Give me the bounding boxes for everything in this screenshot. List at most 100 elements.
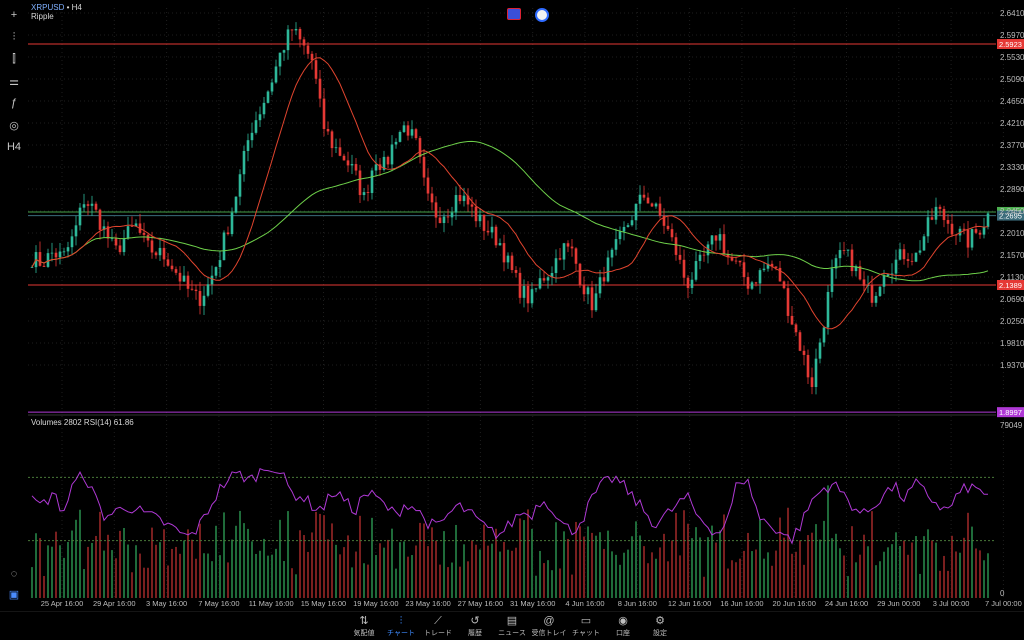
candle-body xyxy=(370,170,374,193)
candle-body xyxy=(886,274,890,276)
volume-bar xyxy=(135,545,137,598)
trade-panel-icon[interactable]: ▣ xyxy=(8,588,20,601)
volume-bar xyxy=(67,541,69,598)
price-tick: 2.5970 xyxy=(1000,31,1024,40)
candle-body xyxy=(562,243,566,260)
candle-body xyxy=(574,248,578,264)
price-level-badge xyxy=(997,38,1024,49)
volume-bar xyxy=(959,552,961,598)
volume-bar xyxy=(631,536,633,598)
timeframe-label[interactable]: H4 xyxy=(6,141,22,153)
candle-body xyxy=(186,275,190,289)
nav-account[interactable]: ◉ 口座 xyxy=(603,614,643,638)
symbol-header[interactable]: XRPUSD • H4 xyxy=(31,3,82,12)
candle-body xyxy=(306,45,310,54)
nav-label: チャート xyxy=(387,630,415,637)
volume-bar xyxy=(915,536,917,598)
volume-bar xyxy=(71,530,73,598)
candle-body xyxy=(366,192,370,193)
function-icon[interactable]: ƒ xyxy=(10,97,18,109)
volume-bar xyxy=(971,526,973,598)
volume-bar xyxy=(851,526,853,598)
volume-bar xyxy=(311,532,313,598)
volume-bar xyxy=(203,553,205,598)
time-tick: 7 May 16:00 xyxy=(198,599,239,608)
candle-body xyxy=(682,259,686,278)
nav-settings[interactable]: ⚙ 設定 xyxy=(640,614,680,638)
volume-bar xyxy=(55,531,57,598)
candle-body xyxy=(538,278,542,289)
candle-body xyxy=(154,252,158,256)
candle-body xyxy=(74,225,78,237)
volume-bar xyxy=(783,537,785,598)
candle-body xyxy=(222,232,226,261)
candle-body xyxy=(614,239,618,250)
candle-body xyxy=(654,203,658,207)
candle-body xyxy=(546,277,550,281)
candle-body xyxy=(394,141,398,145)
candle-body xyxy=(774,266,778,268)
volume-bar xyxy=(567,538,569,598)
candle-body xyxy=(518,272,522,298)
candle-body xyxy=(298,28,302,40)
time-tick: 23 May 16:00 xyxy=(405,599,450,608)
volume-bar xyxy=(911,542,913,598)
volume-bar xyxy=(587,526,589,598)
volume-bar xyxy=(295,574,297,598)
candle-body xyxy=(798,332,802,351)
one-click-trading-icon[interactable] xyxy=(507,8,521,20)
time-tick: 4 Jun 16:00 xyxy=(565,599,604,608)
candle-body xyxy=(486,230,490,233)
volume-bar xyxy=(887,547,889,598)
nav-history[interactable]: ↺ 履歴 xyxy=(455,614,495,638)
indicators-icon[interactable]: ⫿ xyxy=(12,52,16,65)
zoom-icon[interactable]: ◌ xyxy=(10,568,18,580)
objects-icon[interactable]: ⚌ xyxy=(9,75,19,88)
shapes-icon[interactable]: ◎ xyxy=(9,119,19,132)
price-level-label: 2.5923 xyxy=(999,40,1022,49)
candle-body xyxy=(878,286,882,296)
volume-bar xyxy=(667,561,669,598)
volume-bar xyxy=(351,567,353,598)
volume-bar xyxy=(875,565,877,598)
bottom-navigation: ⇅ 気配値 ⫶ チャート ⟋ トレード ↺ 履歴 ▤ ニュース @ 受信トレイ ▭ チャット ◉ 口座 ⚙ 設定 xyxy=(0,611,1024,640)
candle-body xyxy=(754,282,758,284)
candle-body xyxy=(414,129,418,139)
volume-bar xyxy=(47,545,49,598)
nav-inbox[interactable]: @ 受信トレイ xyxy=(529,614,569,638)
volume-bar xyxy=(759,520,761,598)
volume-bar xyxy=(963,537,965,598)
candle-body xyxy=(918,250,922,253)
nav-news[interactable]: ▤ ニュース xyxy=(492,614,532,638)
chart-grid xyxy=(28,8,1004,598)
volume-bar xyxy=(191,539,193,598)
price-axis: 2.6410 2.5970 2.5530 2.5090 2.4650 2.4210 2.37… xyxy=(1000,9,1024,598)
candle-body xyxy=(174,269,178,273)
candle-body xyxy=(542,278,546,281)
volume-bar xyxy=(647,563,649,598)
nav-chart[interactable]: ⫶ チャート xyxy=(381,614,421,638)
volume-bar xyxy=(539,550,541,598)
nav-quotes[interactable]: ⇅ 気配値 xyxy=(344,614,384,638)
candle-body xyxy=(362,192,366,196)
nav-trade[interactable]: ⟋ トレード xyxy=(418,614,458,638)
volume-bar xyxy=(119,530,121,598)
candle-body xyxy=(382,156,386,170)
market-session-icon[interactable] xyxy=(535,8,549,22)
candle-body xyxy=(930,217,934,220)
candle-body xyxy=(958,228,962,236)
candle-body xyxy=(598,277,602,294)
crosshair-icon[interactable]: + xyxy=(10,9,18,21)
volume-bar xyxy=(395,568,397,598)
volume-bar xyxy=(391,528,393,598)
volume-bar xyxy=(215,525,217,598)
candle-type-icon[interactable]: ⫶ xyxy=(12,30,16,43)
volume-bar xyxy=(827,485,829,598)
volume-bar xyxy=(343,547,345,598)
candle-body xyxy=(522,285,526,298)
time-tick: 8 Jun 16:00 xyxy=(618,599,657,608)
nav-chat[interactable]: ▭ チャット xyxy=(566,614,606,638)
candle-body xyxy=(166,259,170,266)
